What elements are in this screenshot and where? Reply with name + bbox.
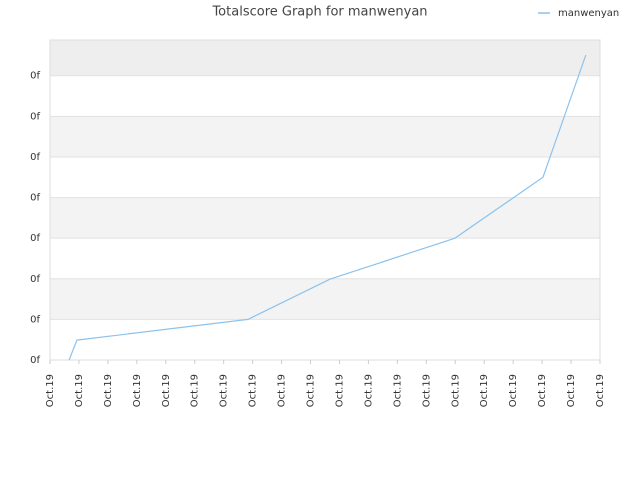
- y-tick-label: 0f: [30, 274, 40, 285]
- x-tick-label: Oct.19: [277, 374, 288, 407]
- x-tick-label: Oct.19: [450, 374, 461, 407]
- x-tick-label: Oct.19: [306, 374, 317, 407]
- x-tick-label: Oct.19: [74, 374, 85, 407]
- x-tick-label: Oct.19: [161, 374, 172, 407]
- x-tick-label: Oct.19: [45, 374, 56, 407]
- x-tick-label: Oct.19: [103, 374, 114, 407]
- band: [50, 156, 600, 198]
- legend-label: manwenyan: [558, 8, 619, 19]
- y-tick-label: 0f: [30, 152, 40, 163]
- x-tick-label: Oct.19: [190, 374, 201, 407]
- y-tick-label: 0f: [30, 314, 40, 325]
- x-tick-label: Oct.19: [595, 374, 606, 407]
- x-tick-label: Oct.19: [132, 374, 143, 407]
- x-tick-label: Oct.19: [421, 374, 432, 407]
- x-tick-label: Oct.19: [363, 374, 374, 407]
- band: [50, 238, 600, 279]
- band: [50, 319, 600, 360]
- x-tick-label: Oct.19: [392, 374, 403, 407]
- y-tick-label: 0f: [30, 193, 40, 204]
- plot-frame: [49, 39, 601, 361]
- x-tick-label: Oct.19: [508, 374, 519, 407]
- band: [50, 75, 600, 117]
- band: [50, 197, 600, 239]
- x-tick-label: Oct.19: [479, 374, 490, 407]
- x-tick-label: Oct.19: [566, 374, 577, 407]
- series-line: [68, 54, 587, 361]
- y-tick-label: 0f: [30, 111, 40, 122]
- y-tick-label: 0f: [30, 355, 40, 366]
- band: [50, 40, 600, 76]
- x-tick-label: Oct.19: [334, 374, 345, 407]
- y-tick-label: 0f: [30, 71, 40, 82]
- chart-title: Totalscore Graph for manwenyan: [211, 5, 427, 20]
- y-tick-label: 0f: [30, 233, 40, 244]
- x-tick-label: Oct.19: [537, 374, 548, 407]
- band: [50, 116, 600, 157]
- x-tick-label: Oct.19: [248, 374, 259, 407]
- band: [50, 278, 600, 320]
- x-tick-label: Oct.19: [219, 374, 230, 407]
